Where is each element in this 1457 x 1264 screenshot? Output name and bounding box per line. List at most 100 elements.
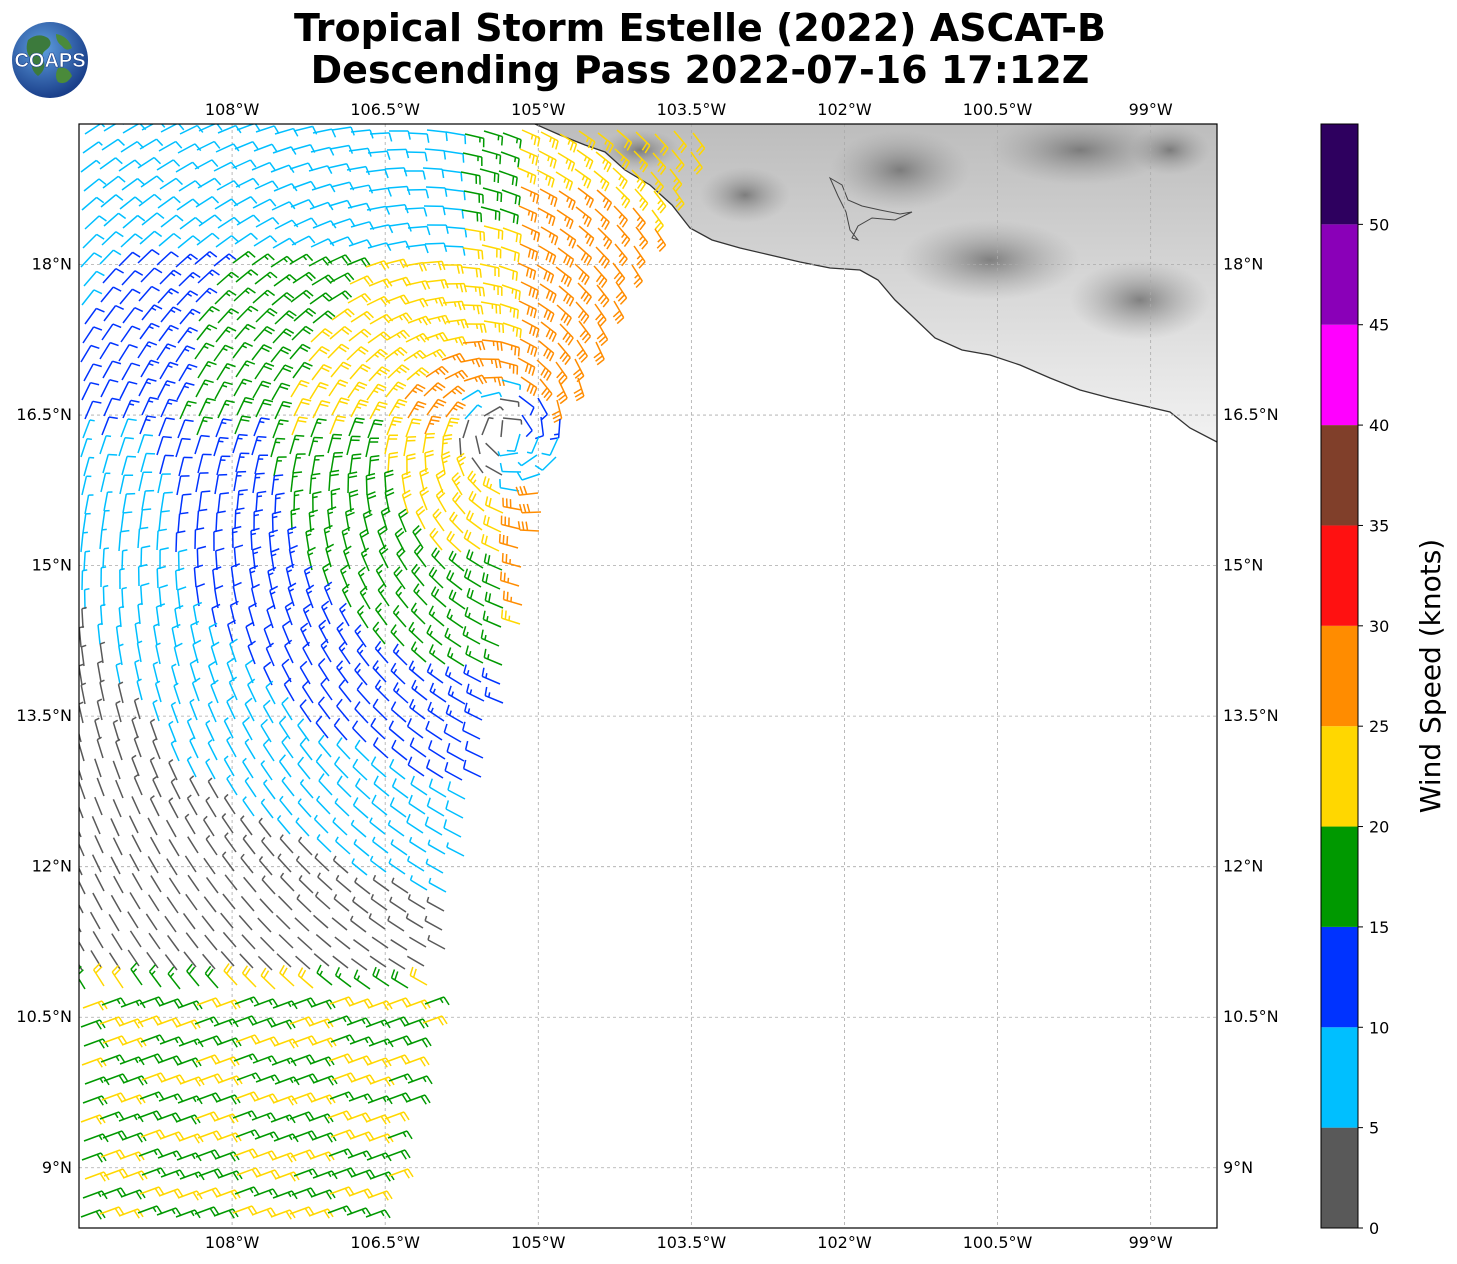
- wind-barb: [498, 170, 518, 187]
- wind-barb: [138, 378, 157, 397]
- wind-barb: [328, 290, 353, 302]
- colorbar-bin: [1321, 124, 1358, 225]
- wind-barb: [99, 679, 105, 702]
- wind-barb: [540, 131, 559, 150]
- wind-barb: [577, 282, 592, 305]
- wind-barb: [115, 738, 123, 761]
- wind-barb: [365, 260, 390, 270]
- wind-barb: [422, 348, 447, 359]
- lon-tick-top: 103.5°W: [657, 100, 727, 119]
- wind-barb: [168, 797, 179, 819]
- wind-barb: [330, 361, 352, 378]
- wind-barb: [320, 677, 333, 701]
- wind-barb: [614, 243, 628, 267]
- wind-barb: [292, 453, 306, 474]
- wind-barb: [313, 814, 329, 834]
- wind-barb: [331, 218, 356, 227]
- wind-barb: [354, 624, 367, 648]
- wind-barb: [251, 253, 275, 266]
- wind-barb: [380, 506, 391, 531]
- wind-barb: [308, 1113, 334, 1124]
- wind-barb: [347, 381, 368, 399]
- wind-barb: [270, 1114, 296, 1124]
- wind-barb: [112, 799, 122, 818]
- wind-barb: [198, 305, 220, 322]
- wind-barb: [375, 602, 388, 626]
- wind-barb: [515, 485, 539, 496]
- wind-barb: [310, 238, 335, 248]
- wind-barb: [631, 169, 646, 192]
- wind-barb: [101, 416, 118, 436]
- wind-barb: [559, 133, 578, 153]
- wind-barb: [119, 288, 141, 305]
- wind-barb: [207, 739, 218, 761]
- wind-barb: [168, 759, 178, 781]
- colorbar-tick-label: 20: [1369, 818, 1389, 837]
- wind-barb: [103, 1168, 129, 1179]
- wind-barb: [369, 955, 387, 968]
- wind-barb: [309, 1056, 335, 1067]
- wind-barb: [274, 1171, 300, 1182]
- wind-barb: [120, 141, 145, 153]
- wind-barb: [329, 236, 354, 245]
- wind-barb: [253, 417, 270, 437]
- wind-barb: [80, 1209, 106, 1220]
- wind-barb: [369, 1076, 395, 1087]
- wind-barb: [615, 281, 628, 305]
- wind-barb: [234, 507, 245, 530]
- wind-barb: [317, 872, 333, 891]
- wind-barb: [350, 1169, 376, 1180]
- wind-barb: [119, 568, 125, 590]
- wind-barb: [112, 837, 123, 856]
- lon-tick-bottom: 106.5°W: [350, 1233, 420, 1252]
- wind-barb: [479, 358, 502, 369]
- wind-barb: [139, 230, 163, 245]
- wind-barb: [214, 1056, 240, 1067]
- wind-barb: [483, 225, 504, 240]
- wind-barb: [251, 1017, 277, 1028]
- wind-barb: [153, 623, 159, 646]
- wind-barb: [388, 858, 406, 875]
- wind-barb: [516, 472, 541, 481]
- wind-barb: [463, 285, 486, 297]
- wind-barb: [274, 310, 297, 325]
- wind-barb: [297, 756, 311, 780]
- wind-barb: [177, 143, 202, 154]
- wind-barb: [444, 282, 468, 293]
- wind-barb: [289, 1016, 315, 1027]
- wind-barb: [310, 999, 336, 1010]
- wind-barb: [139, 322, 160, 340]
- wind-barb: [369, 817, 386, 835]
- wind-barb: [462, 721, 481, 740]
- wind-barb: [356, 605, 369, 629]
- wind-barb: [334, 936, 351, 950]
- wind-barb: [578, 130, 596, 151]
- wind-barb: [158, 1093, 184, 1103]
- wind-barb: [235, 360, 256, 378]
- wind-barb: [138, 285, 160, 302]
- wind-barb: [129, 892, 141, 910]
- wind-barb: [463, 529, 481, 550]
- wind-barb: [175, 253, 198, 268]
- wind-barb: [285, 563, 295, 588]
- wind-barb: [265, 680, 276, 705]
- wind-barb: [178, 1133, 204, 1144]
- wind-barb: [427, 934, 446, 950]
- wind-barb: [330, 272, 355, 283]
- wind-barb: [302, 641, 313, 666]
- wind-barb: [461, 209, 483, 223]
- wind-barb: [537, 397, 548, 421]
- wind-barb: [118, 251, 141, 267]
- wind-barb: [312, 1170, 338, 1180]
- colorbar-title: Wind Speed (knots): [1414, 539, 1447, 813]
- wind-barb: [84, 1076, 110, 1086]
- wind-barb: [214, 473, 228, 495]
- wind-barb: [423, 205, 446, 216]
- wind-barb: [323, 524, 333, 549]
- wind-barb: [251, 1112, 277, 1122]
- wind-barb: [633, 150, 649, 173]
- wind-barb: [309, 472, 321, 495]
- wind-barb: [100, 472, 111, 493]
- wind-barb: [239, 953, 254, 969]
- lat-tick-left: 12°N: [32, 857, 72, 876]
